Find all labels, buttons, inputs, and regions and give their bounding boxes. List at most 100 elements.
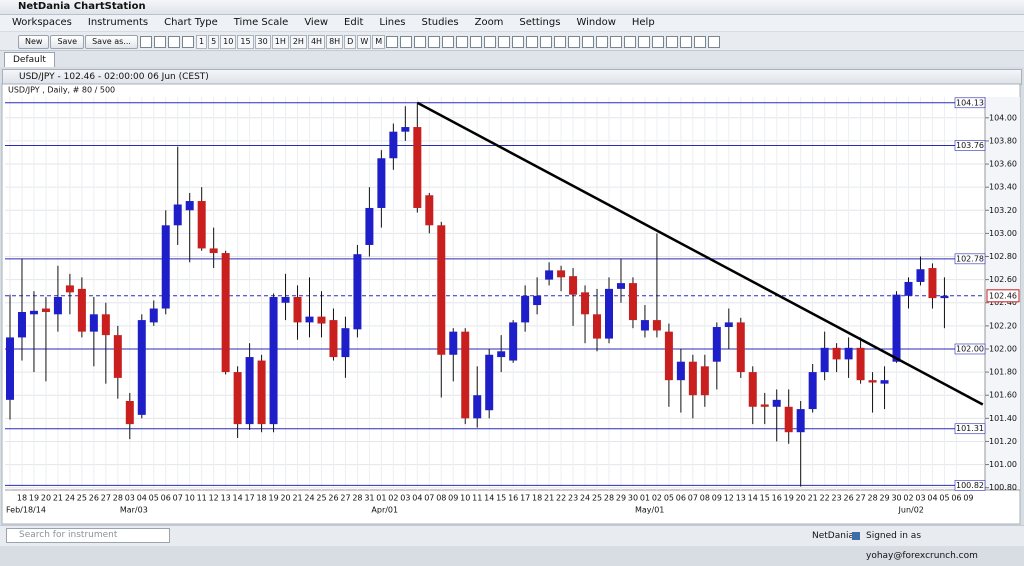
menu-item[interactable]: Time Scale bbox=[233, 17, 289, 28]
period-button[interactable]: W bbox=[357, 35, 372, 49]
x-tick-label: 10 bbox=[185, 494, 195, 503]
tool-icon[interactable] bbox=[568, 36, 581, 48]
candle-body bbox=[497, 351, 506, 358]
menu-item[interactable]: Settings bbox=[519, 17, 561, 28]
menu-item[interactable]: View bbox=[304, 17, 329, 28]
tool-icon[interactable] bbox=[414, 36, 427, 48]
menu-item[interactable]: Chart Type bbox=[164, 17, 218, 28]
menu-item[interactable]: Workspaces bbox=[12, 17, 72, 28]
tool-icon[interactable] bbox=[139, 36, 152, 48]
tool-icon[interactable] bbox=[596, 36, 609, 48]
tool-icon[interactable] bbox=[167, 36, 180, 48]
menu-item[interactable]: Studies bbox=[421, 17, 459, 28]
period-button[interactable]: 4H bbox=[307, 35, 326, 49]
tool-icon[interactable] bbox=[708, 36, 721, 48]
tool-icon[interactable] bbox=[400, 36, 413, 48]
x-tick-label: 27 bbox=[856, 494, 866, 503]
tool-icon[interactable] bbox=[512, 36, 525, 48]
toolbar-button[interactable]: Save as... bbox=[85, 35, 138, 49]
period-button[interactable]: 15 bbox=[237, 35, 254, 49]
tool-icon[interactable] bbox=[456, 36, 469, 48]
candle-body bbox=[293, 296, 302, 323]
tool-icon[interactable] bbox=[694, 36, 707, 48]
candle-body bbox=[700, 366, 709, 396]
period-button[interactable]: 8H bbox=[326, 35, 344, 49]
level-label-box bbox=[954, 343, 986, 355]
toolbar-button[interactable]: Save bbox=[50, 35, 85, 49]
workspace-tab[interactable]: Default bbox=[4, 52, 55, 67]
x-tick-label: 18 bbox=[532, 494, 542, 503]
x-tick-label: 06 bbox=[161, 494, 171, 503]
tool-icon[interactable] bbox=[153, 36, 166, 48]
tool-icon[interactable] bbox=[498, 36, 511, 48]
x-tick-label: 30 bbox=[891, 494, 901, 503]
level-label-box bbox=[954, 140, 986, 151]
menu-item[interactable]: Instruments bbox=[87, 17, 149, 28]
candle-body bbox=[772, 399, 781, 407]
menu-item[interactable]: Help bbox=[631, 17, 655, 28]
tool-icon[interactable] bbox=[610, 36, 623, 48]
candle-body bbox=[125, 400, 134, 425]
menu-item[interactable]: Lines bbox=[379, 17, 406, 28]
candle-body bbox=[688, 361, 697, 396]
level-label-box bbox=[954, 423, 986, 435]
x-tick-label: 05 bbox=[149, 494, 159, 503]
level-label: 102.78 bbox=[956, 254, 984, 263]
x-tick-label: 09 bbox=[448, 494, 458, 503]
menu-item[interactable]: Zoom bbox=[474, 17, 504, 28]
candle-body bbox=[233, 372, 242, 425]
candle-body bbox=[760, 404, 769, 407]
menu-item[interactable]: Window bbox=[576, 17, 616, 28]
period-button[interactable]: D bbox=[344, 35, 357, 49]
candle-body bbox=[916, 269, 925, 282]
period-button[interactable]: 5 bbox=[208, 35, 220, 49]
toolbar-button[interactable]: New bbox=[18, 35, 50, 49]
tool-icon[interactable] bbox=[386, 36, 399, 48]
tool-icon[interactable] bbox=[181, 36, 194, 48]
period-button[interactable]: 10 bbox=[220, 35, 237, 49]
tool-icon[interactable] bbox=[624, 36, 637, 48]
x-tick-label: 25 bbox=[592, 494, 602, 503]
tool-icon[interactable] bbox=[442, 36, 455, 48]
candle-body bbox=[65, 285, 74, 293]
period-button[interactable]: 1H bbox=[271, 35, 289, 49]
menu-item[interactable]: Edit bbox=[344, 17, 364, 28]
candle-body bbox=[676, 361, 685, 381]
search-input[interactable]: Search for instrument bbox=[6, 528, 170, 543]
y-tick-label: 102.80 bbox=[989, 252, 1017, 261]
tab-bar bbox=[0, 51, 1024, 67]
x-tick-label: 03 bbox=[915, 494, 925, 503]
tool-icon[interactable] bbox=[540, 36, 553, 48]
candle-body bbox=[365, 207, 374, 245]
tool-icon[interactable] bbox=[526, 36, 539, 48]
tool-icon[interactable] bbox=[638, 36, 651, 48]
period-button[interactable]: 2H bbox=[289, 35, 307, 49]
candle-body bbox=[257, 360, 266, 425]
x-tick-label: 12 bbox=[724, 494, 734, 503]
chart-title: USD/JPY , Daily, # 80 / 500 bbox=[8, 86, 115, 95]
candle-body bbox=[509, 322, 518, 361]
period-button[interactable]: M bbox=[372, 35, 386, 49]
candle-body bbox=[880, 380, 889, 384]
x-tick-label: 07 bbox=[688, 494, 698, 503]
tool-icon[interactable] bbox=[470, 36, 483, 48]
tool-icon[interactable] bbox=[652, 36, 665, 48]
candle-body bbox=[557, 270, 566, 278]
candle-body bbox=[245, 357, 254, 425]
period-button[interactable]: 1 bbox=[195, 35, 208, 49]
period-button[interactable]: 30 bbox=[254, 35, 271, 49]
tool-icon[interactable] bbox=[680, 36, 693, 48]
month-label: May/01 bbox=[635, 506, 664, 515]
tool-icon[interactable] bbox=[428, 36, 441, 48]
tool-icon[interactable] bbox=[484, 36, 497, 48]
candle-body bbox=[748, 372, 757, 407]
y-tick-label: 103.80 bbox=[989, 136, 1017, 145]
level-label: 102.00 bbox=[956, 344, 984, 353]
x-tick-label: 26 bbox=[89, 494, 99, 503]
level-label-box bbox=[954, 480, 986, 491]
x-tick-label: 24 bbox=[304, 494, 314, 503]
tool-icon[interactable] bbox=[582, 36, 595, 48]
tool-icon[interactable] bbox=[554, 36, 567, 48]
tool-icon[interactable] bbox=[666, 36, 679, 48]
